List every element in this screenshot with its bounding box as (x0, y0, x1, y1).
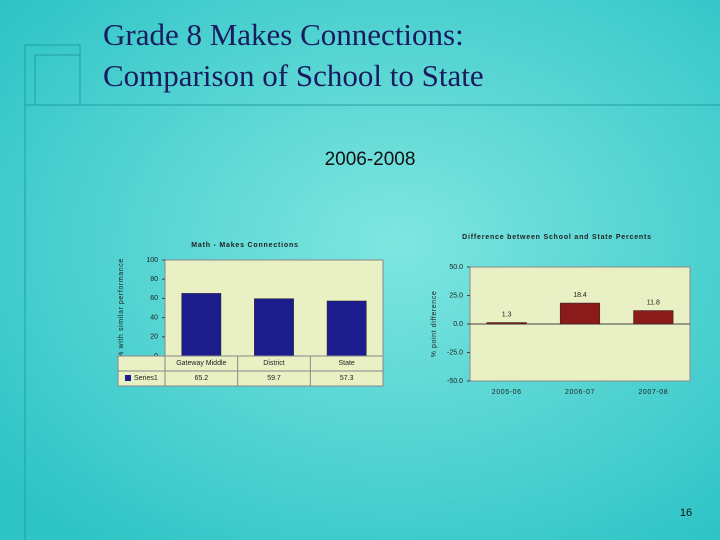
subtitle: 2006-2008 (325, 149, 416, 170)
x-tick-label: Gateway Middle (176, 360, 226, 367)
x-tick-label: 2005-06 (492, 389, 522, 396)
y-tick-label: 100 (146, 257, 158, 264)
legend-swatch (125, 375, 131, 381)
data-label: 11.8 (647, 299, 660, 306)
bar (181, 293, 222, 357)
bar (326, 300, 367, 357)
y-axis-label: % point difference (431, 291, 438, 358)
bar (633, 310, 674, 325)
x-tick-label: State (338, 360, 354, 367)
data-label: 1.3 (502, 311, 512, 318)
y-tick-label: 20 (150, 334, 158, 341)
decoration (24, 44, 720, 540)
bar (486, 322, 527, 325)
title-line: Grade 8 Makes Connections: (103, 17, 464, 52)
chart-title: Math - Makes Connections (191, 242, 299, 249)
y-tick-label: 60 (150, 295, 158, 302)
y-tick-label: 40 (150, 314, 158, 321)
legend-label: Series1 (134, 375, 158, 382)
data-label: 18.4 (573, 292, 587, 299)
page-number: 16 (680, 507, 692, 519)
x-tick-label: 2006-07 (565, 389, 595, 396)
bar (254, 298, 294, 357)
y-tick-label: -50.0 (447, 378, 463, 385)
y-tick-label: 50.0 (449, 264, 463, 271)
y-tick-label: 80 (150, 276, 158, 283)
bar (559, 302, 601, 325)
x-tick-label: District (263, 360, 284, 367)
y-tick-label: -25.0 (447, 349, 463, 356)
y-tick-label: 0.0 (453, 321, 463, 328)
x-tick-label: 2007-08 (638, 389, 668, 396)
y-axis-label: % with similar performance (118, 258, 125, 358)
title-line: Comparison of School to State (103, 58, 484, 93)
table-value: 57.3 (340, 375, 354, 382)
table-value: 65.2 (195, 375, 209, 382)
table-value: 59.7 (267, 375, 281, 382)
y-tick-label: 25.0 (449, 292, 463, 299)
chart-title: Difference between School and State Perc… (462, 234, 652, 241)
